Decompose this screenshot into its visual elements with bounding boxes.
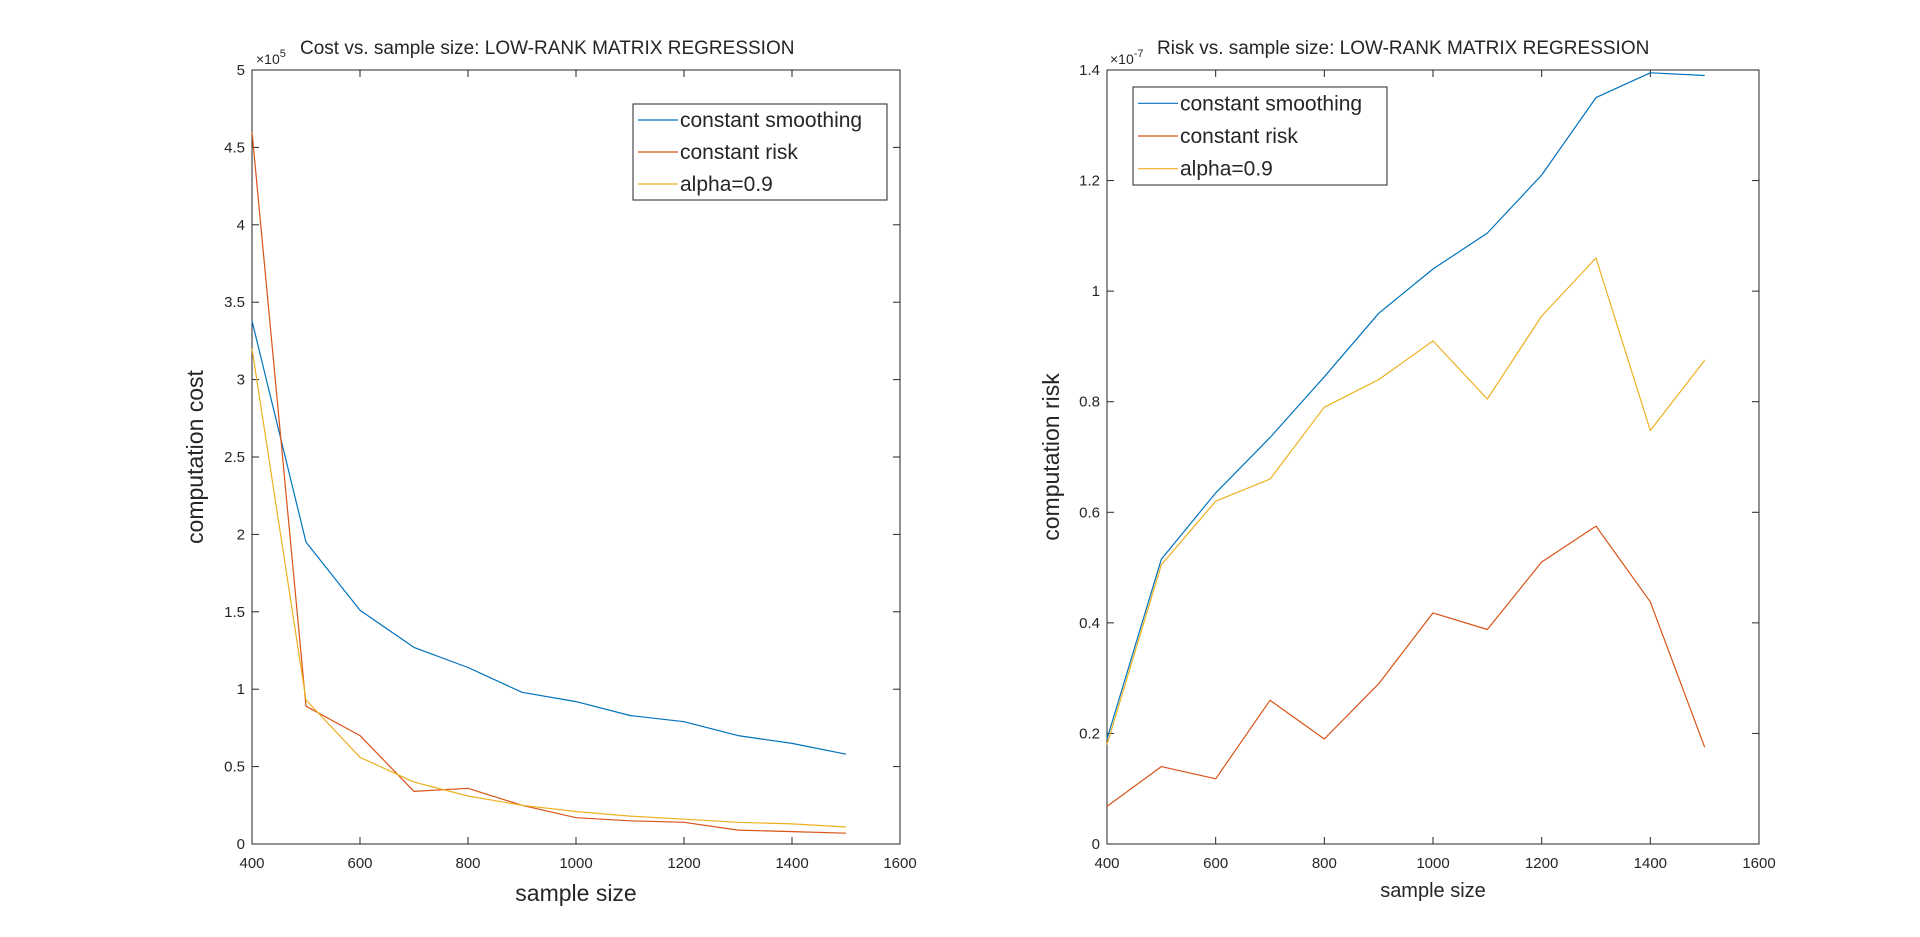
y-exponent-base: ×10 <box>256 51 280 67</box>
x-tick-label: 1400 <box>1634 855 1667 872</box>
y-tick-label: 3.5 <box>224 294 245 311</box>
y-tick-label: 4.5 <box>224 139 245 156</box>
y-axis-label: computation risk <box>1038 373 1064 541</box>
y-axis-label: computation cost <box>182 369 208 543</box>
series-line-alpha-0-9 <box>251 348 847 828</box>
y-tick-label: 1.2 <box>1079 173 1100 190</box>
x-tick-label: 1400 <box>775 855 808 872</box>
y-tick-label: 5 <box>237 62 245 79</box>
y-exponent-power: -7 <box>1134 48 1144 60</box>
chart-2: 400 600 800 1000 1200 1400 1600 0 0.2 0.4 0.6 0.8 1 1… <box>1038 38 1776 902</box>
x-tick-label: 400 <box>1094 855 1119 872</box>
chart-1: 400 600 800 1000 1200 1400 1600 0 0.5 1 1.5 2 2.5 3 3.… <box>182 38 917 906</box>
x-axis-label: sample size <box>515 880 636 906</box>
x-tick-label: 1000 <box>1416 855 1449 872</box>
plot-area <box>1106 69 1760 845</box>
x-tick-label: 1600 <box>883 855 916 872</box>
x-tick-label: 800 <box>1312 855 1337 872</box>
legend-label: constant risk <box>1180 125 1298 148</box>
y-tick-label: 1.5 <box>224 604 245 621</box>
y-tick-label: 0.6 <box>1079 504 1100 521</box>
y-tick-label: 3 <box>237 372 245 389</box>
y-tick-label: 2.5 <box>224 449 245 466</box>
series-line-constant-smoothing <box>1106 72 1705 740</box>
x-tick-label: 600 <box>347 855 372 872</box>
series-line-alpha-0-9 <box>1106 257 1706 745</box>
y-exponent-base: ×10 <box>1110 51 1134 67</box>
chart-title: Risk vs. sample size: LOW-RANK MATRIX RE… <box>1157 38 1649 59</box>
y-tick-label: 0.4 <box>1079 615 1100 632</box>
y-tick-label: 2 <box>237 526 245 543</box>
x-tick-label: 1600 <box>1742 855 1775 872</box>
legend-label: constant smoothing <box>680 109 862 132</box>
legend-label: alpha=0.9 <box>1180 158 1273 181</box>
legend-label: alpha=0.9 <box>680 173 773 196</box>
x-tick-label: 1200 <box>667 855 700 872</box>
x-tick-label: 800 <box>455 855 480 872</box>
series-line-constant-smoothing <box>251 320 847 755</box>
x-tick-label: 400 <box>239 855 264 872</box>
chart-title: Cost vs. sample size: LOW-RANK MATRIX RE… <box>300 38 794 59</box>
series-line-constant-risk <box>251 131 847 834</box>
x-axis-label: sample size <box>1380 880 1486 902</box>
y-tick-label: 1.4 <box>1079 62 1100 79</box>
y-tick-label: 4 <box>237 217 245 234</box>
y-exponent-label: ×10-7 <box>1110 48 1144 67</box>
y-exponent-power: 5 <box>280 48 286 60</box>
series-line-constant-risk <box>1106 525 1706 807</box>
y-tick-label: 1 <box>237 681 245 698</box>
legend: constant smoothing constant risk alpha=0.9 <box>1132 86 1388 186</box>
legend-label: constant smoothing <box>1180 92 1362 115</box>
y-tick-label: 0 <box>237 836 245 853</box>
x-tick-label: 600 <box>1203 855 1228 872</box>
y-exponent-label: ×105 <box>256 48 286 67</box>
x-tick-label: 1000 <box>559 855 592 872</box>
y-tick-label: 0.5 <box>224 759 245 776</box>
y-tick-label: 1 <box>1092 283 1100 300</box>
y-tick-label: 0 <box>1092 836 1100 853</box>
legend-label: constant risk <box>680 141 798 164</box>
y-tick-label: 0.8 <box>1079 394 1100 411</box>
x-tick-label: 1200 <box>1525 855 1558 872</box>
y-tick-label: 0.2 <box>1079 725 1100 742</box>
legend: constant smoothing constant risk alpha=0.9 <box>632 103 888 201</box>
